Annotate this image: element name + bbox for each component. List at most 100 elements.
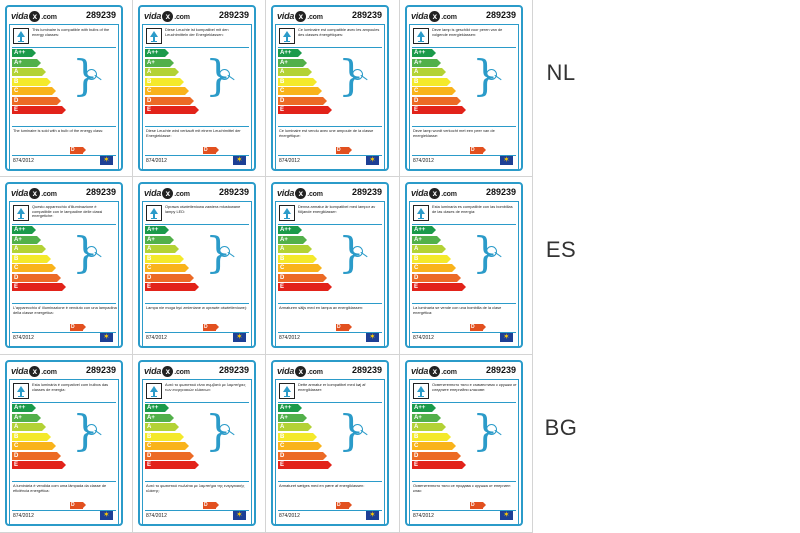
energy-class-letter: A bbox=[414, 69, 419, 75]
energy-class-letter: C bbox=[280, 265, 285, 271]
energy-class-letter: E bbox=[147, 107, 152, 113]
selected-class-badge: D bbox=[70, 147, 86, 154]
energy-class-bar: E bbox=[145, 106, 199, 114]
energy-label: vida x .com 289239 Questo apparecchio d'il… bbox=[5, 182, 123, 348]
energy-class-bar: D bbox=[12, 96, 61, 105]
lamp-icon bbox=[279, 383, 295, 399]
energy-class-letter: C bbox=[14, 443, 19, 449]
eu-flag-icon bbox=[100, 510, 113, 520]
energy-class-bar: A bbox=[145, 68, 179, 76]
energy-class-bar: A bbox=[278, 245, 312, 253]
energy-class-bar: A++ bbox=[145, 49, 169, 57]
sold-with-text: Ce luminaire est vendu avec une ampoule … bbox=[279, 128, 374, 138]
energy-class-letter: A bbox=[14, 424, 19, 430]
energy-class-letter: A++ bbox=[280, 50, 292, 56]
divider bbox=[278, 126, 382, 127]
energy-class-bar: D bbox=[412, 273, 461, 282]
energy-label: vida x .com 289239 Ce luminaire est compat… bbox=[271, 5, 389, 171]
energy-class-letter: A+ bbox=[147, 414, 155, 421]
compatibility-text: Esta luminária é compatível com bulbos d… bbox=[32, 382, 109, 392]
label-panel: Осветителното тяло е съвместимо с крушки… bbox=[409, 379, 519, 524]
energy-class-bar: A++ bbox=[12, 226, 36, 234]
eu-flag-icon bbox=[233, 510, 246, 520]
divider bbox=[145, 481, 249, 482]
eu-flag-icon bbox=[233, 332, 246, 342]
label-panel: Deze lamp is geschikt voor peren van de … bbox=[409, 24, 519, 169]
product-code: 289239 bbox=[218, 365, 249, 375]
sold-with-text: Осветителното тяло се продава с крушка о… bbox=[413, 483, 511, 493]
bulb-icon bbox=[352, 69, 363, 80]
product-code: 289239 bbox=[485, 10, 516, 20]
label-panel: Dette armatur er kompatibel med køj af e… bbox=[275, 379, 385, 524]
energy-class-bar: B bbox=[145, 77, 184, 86]
lamp-icon bbox=[13, 28, 29, 44]
vidaxl-logo: vida x .com bbox=[144, 366, 190, 377]
energy-class-letter: A bbox=[147, 69, 152, 75]
energy-class-bar: D bbox=[278, 273, 327, 282]
energy-class-letter: A++ bbox=[414, 405, 426, 411]
divider bbox=[412, 126, 516, 127]
divider bbox=[145, 47, 249, 48]
language-code: NL bbox=[546, 60, 576, 85]
selected-class-badge: D bbox=[203, 147, 219, 154]
energy-class-bar: A bbox=[412, 423, 446, 431]
product-code: 289239 bbox=[85, 365, 116, 375]
regulation-number: 874/2012 bbox=[146, 158, 167, 164]
energy-class-scale: A++ A+ A B C D E bbox=[278, 226, 338, 293]
energy-class-letter: B bbox=[147, 433, 152, 440]
energy-class-scale: A++ A+ A B C D E bbox=[145, 226, 205, 293]
divider bbox=[145, 402, 249, 403]
selected-class-badge: D bbox=[336, 147, 352, 154]
energy-class-bar: E bbox=[412, 283, 466, 291]
energy-class-letter: C bbox=[147, 443, 152, 449]
divider bbox=[278, 481, 382, 482]
vidaxl-logo: vida x .com bbox=[144, 11, 190, 22]
energy-class-letter: A++ bbox=[14, 50, 26, 56]
eu-flag-icon bbox=[500, 332, 513, 342]
divider bbox=[145, 126, 249, 127]
sold-with-text: The luminaire is sold with a bulb of the… bbox=[13, 128, 104, 133]
regulation-number: 874/2012 bbox=[413, 158, 434, 164]
energy-class-letter: E bbox=[280, 107, 285, 113]
selected-class-badge: D bbox=[70, 502, 86, 509]
divider bbox=[278, 224, 382, 225]
energy-class-bar: A++ bbox=[145, 404, 169, 412]
energy-label-cell-es: vida x .com 289239 Esta luminaria es compa… bbox=[400, 177, 576, 355]
energy-class-letter: E bbox=[414, 284, 419, 290]
energy-class-letter: E bbox=[14, 462, 19, 468]
energy-class-bar: E bbox=[412, 106, 466, 114]
regulation-number: 874/2012 bbox=[13, 158, 34, 164]
energy-class-letter: A+ bbox=[147, 236, 155, 243]
sold-with-text: L'apparecchio d' illuminazione è venduto… bbox=[13, 305, 117, 315]
energy-class-scale: A++ A+ A B C D E bbox=[145, 404, 205, 471]
product-code: 289239 bbox=[351, 10, 382, 20]
energy-class-bar: A+ bbox=[12, 235, 41, 244]
energy-class-scale: A++ A+ A B C D E bbox=[278, 404, 338, 471]
energy-class-bar: C bbox=[412, 442, 456, 450]
divider bbox=[12, 332, 116, 333]
energy-class-letter: D bbox=[414, 452, 419, 459]
regulation-number: 874/2012 bbox=[413, 335, 434, 341]
energy-class-letter: D bbox=[280, 274, 285, 281]
divider bbox=[12, 224, 116, 225]
energy-class-letter: A+ bbox=[414, 236, 422, 243]
regulation-number: 874/2012 bbox=[146, 335, 167, 341]
regulation-number: 874/2012 bbox=[279, 513, 300, 519]
divider bbox=[12, 510, 116, 511]
lamp-icon bbox=[279, 205, 295, 221]
label-panel: Ce luminaire est compatible avec les amp… bbox=[275, 24, 385, 169]
compatibility-text: Ce luminaire est compatible avec les amp… bbox=[298, 27, 380, 37]
divider bbox=[412, 224, 516, 225]
lamp-icon bbox=[279, 28, 295, 44]
energy-class-bar: A++ bbox=[412, 226, 436, 234]
energy-class-bar: A bbox=[12, 68, 46, 76]
compatibility-text: This luminaire is compatible with bulbs … bbox=[32, 27, 110, 37]
energy-class-scale: A++ A+ A B C D E bbox=[12, 226, 72, 293]
eu-flag-icon bbox=[500, 155, 513, 165]
sold-with-text: Armaturet sælges med en pære af energikl… bbox=[279, 483, 365, 488]
divider bbox=[12, 47, 116, 48]
energy-class-bar: D bbox=[12, 451, 61, 460]
energy-label-cell-en: vida x .com 289239 This luminaire is compa… bbox=[0, 0, 176, 177]
energy-class-letter: D bbox=[147, 274, 152, 281]
compatibility-text: Diese Leuchte ist kompatibel mit den Leu… bbox=[165, 27, 229, 37]
